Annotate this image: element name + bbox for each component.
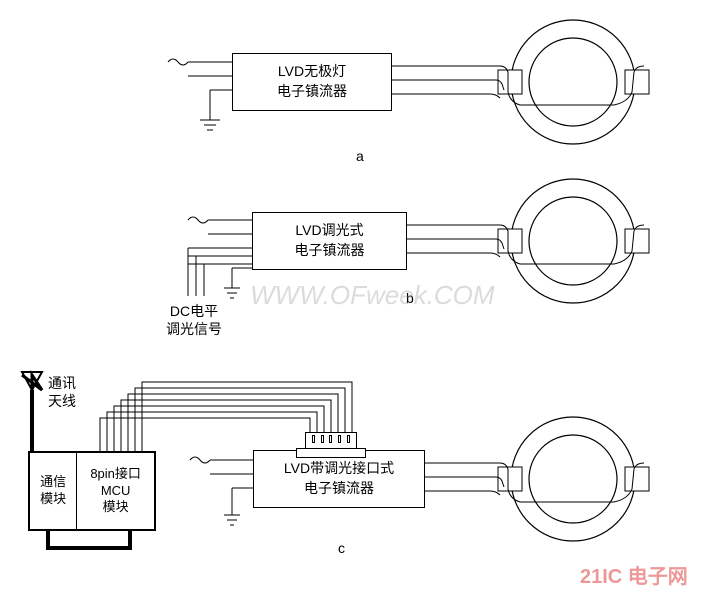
- dc-label-line1: DC电平: [170, 303, 218, 319]
- block-a-line2: 电子镇流器: [277, 82, 347, 102]
- antenna-label: 通讯天线: [48, 374, 76, 410]
- input-lines-a: [168, 59, 232, 130]
- block-b-line1: LVD调光式: [295, 221, 363, 241]
- diagram-container: LVD无极灯 电子镇流器 a LVD调光式 电子镇流器 b DC电平 调光信号 …: [0, 0, 709, 598]
- comm-module-label: 通信模块: [30, 453, 77, 529]
- block-lvd-dimming: LVD调光式 电子镇流器: [252, 212, 407, 270]
- antenna: [22, 372, 42, 451]
- mcu-bottom-loop: [48, 531, 130, 548]
- pin-connector-base: [296, 448, 366, 458]
- dc-label-line2: 调光信号: [166, 321, 222, 337]
- block-c-line1: LVD带调光接口式: [284, 459, 394, 479]
- block-c-line2: 电子镇流器: [304, 479, 374, 499]
- output-wires-c: [425, 463, 644, 502]
- input-lines-b: [188, 217, 252, 298]
- block-lvd-basic: LVD无极灯 电子镇流器: [232, 53, 392, 111]
- mcu-module-label: 8pin接口MCU模块: [77, 453, 154, 529]
- input-lines-c: [190, 457, 253, 525]
- output-wires-b: [407, 225, 644, 264]
- block-a-line1: LVD无极灯: [278, 62, 346, 82]
- subtitle-b: b: [406, 290, 414, 306]
- subtitle-c: c: [338, 540, 345, 556]
- subtitle-a: a: [356, 148, 364, 164]
- dc-signal-label: DC电平 调光信号: [166, 302, 222, 338]
- ring-a: [498, 20, 649, 144]
- ring-c: [498, 417, 649, 541]
- block-lvd-interface: LVD带调光接口式 电子镇流器: [253, 450, 425, 508]
- ring-b: [498, 179, 649, 303]
- mcu-comm-block: 通信模块 8pin接口MCU模块: [28, 451, 156, 531]
- block-b-line2: 电子镇流器: [295, 241, 365, 261]
